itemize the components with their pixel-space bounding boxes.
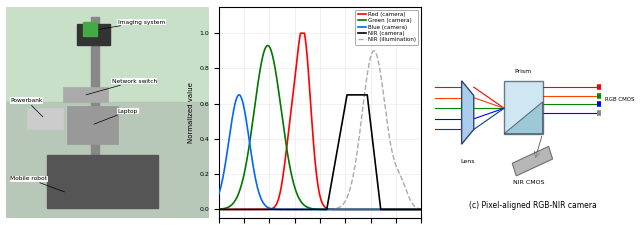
Y-axis label: Normalized value: Normalized value — [188, 82, 194, 143]
Polygon shape — [512, 146, 553, 176]
Text: Imaging system: Imaging system — [98, 20, 165, 29]
Text: Network switch: Network switch — [86, 79, 157, 95]
Bar — [504, 81, 543, 134]
Polygon shape — [461, 81, 474, 144]
Text: (c) Pixel-aligned RGB-NIR camera: (c) Pixel-aligned RGB-NIR camera — [468, 201, 596, 210]
Text: Lens: Lens — [460, 159, 475, 164]
Bar — [6, 102, 209, 218]
Text: Mobile robot: Mobile robot — [10, 176, 65, 192]
Bar — [47, 155, 158, 208]
Bar — [67, 106, 118, 144]
Bar — [92, 17, 99, 197]
Legend: Red (camera), Green (camera), Blue (camera), NIR (camera), NIR (illumination): Red (camera), Green (camera), Blue (came… — [355, 9, 419, 45]
Bar — [63, 87, 108, 102]
Polygon shape — [504, 102, 543, 134]
Bar — [77, 24, 109, 45]
Text: Prism: Prism — [515, 70, 532, 74]
Bar — [27, 108, 63, 129]
Text: Powerbank: Powerbank — [10, 98, 43, 117]
Text: Laptop: Laptop — [94, 108, 138, 124]
Text: NIR CMOS: NIR CMOS — [513, 180, 544, 185]
Text: RGB CMOS: RGB CMOS — [605, 97, 635, 102]
Bar — [6, 7, 209, 102]
Bar — [83, 22, 97, 36]
